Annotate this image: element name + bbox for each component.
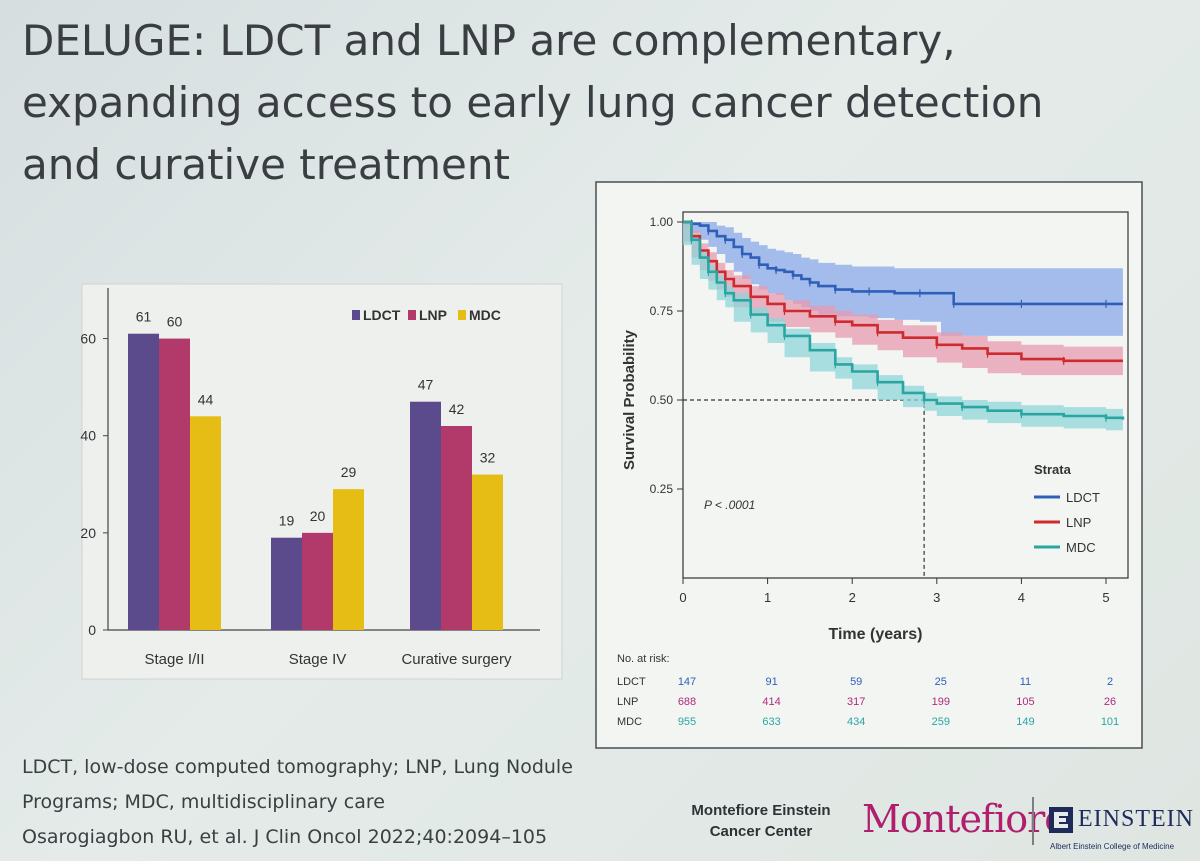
risk-value: 101: [1101, 716, 1119, 728]
km-chart-panel: 0 1 2 3 4 5 0.25 0.50 0.75 1.00 Time (years) Surviv…: [595, 181, 1143, 749]
bar-value-label: 42: [449, 401, 465, 417]
risk-value: 199: [932, 696, 950, 708]
km-p-value: P < .0001: [704, 498, 755, 512]
risk-value: 688: [678, 696, 696, 708]
bar-value-label: 44: [198, 391, 214, 407]
bar-lnp: [441, 426, 472, 630]
legend-label-ldct: LDCT: [363, 307, 401, 323]
bar-y-tick-label: 20: [80, 525, 96, 541]
cancer-center-line: Cancer Center: [709, 823, 813, 840]
km-legend-label-ldct: LDCT: [1066, 490, 1100, 505]
bar-mdc: [190, 416, 221, 630]
bar-chart-panel: 0 20 40 60 61 60 44 Stage I/II 19 20 29 Stage IV 47 4…: [80, 283, 563, 680]
km-y-tick-label: 0.50: [650, 393, 674, 407]
risk-value: 26: [1104, 696, 1116, 708]
legend-swatch-mdc: [458, 310, 466, 320]
km-legend-label-lnp: LNP: [1066, 515, 1091, 530]
einstein-logo-subtitle: Albert Einstein College of Medicine: [1050, 842, 1175, 851]
risk-row-label-lnp: LNP: [617, 696, 638, 708]
bar-value-label: 20: [310, 508, 326, 524]
risk-row-label-ldct: LDCT: [617, 676, 646, 688]
cancer-center-line: Montefiore Einstein: [691, 802, 831, 819]
legend-label-mdc: MDC: [469, 307, 501, 323]
bar-value-label: 29: [341, 464, 357, 480]
bar-chart-marks: [128, 333, 503, 630]
risk-value: 434: [847, 716, 865, 728]
risk-value: 11: [1020, 676, 1031, 688]
slide-title: DELUGE: LDCT and LNP are complementary, …: [22, 16, 1044, 189]
risk-value: 414: [762, 696, 780, 708]
km-plot-frame: [682, 211, 1129, 579]
bar-value-label: 60: [167, 314, 183, 330]
km-legend-label-mdc: MDC: [1066, 540, 1096, 555]
km-x-tick-label: 0: [679, 590, 686, 605]
legend-swatch-lnp: [408, 310, 416, 320]
bar-value-label: 61: [136, 309, 152, 325]
risk-row-label-mdc: MDC: [617, 716, 642, 728]
bar-category-label: Stage I/II: [144, 651, 204, 668]
km-x-axis-label: Time (years): [829, 626, 923, 643]
risk-value: 147: [678, 676, 696, 688]
bar-chart-labels: 0 20 40 60 61 60 44 Stage I/II 19 20 29 Stage IV 47 4…: [80, 309, 512, 668]
legend-swatch-ldct: [352, 310, 360, 320]
bar-chart-legend: LDCT LNP MDC: [352, 307, 501, 323]
logo-divider: [1032, 797, 1034, 845]
km-legend-title: Strata: [1034, 462, 1072, 477]
cancer-center-name: Montefiore Einstein Cancer Center: [672, 800, 850, 842]
risk-value: 317: [847, 696, 865, 708]
einstein-logo-icon: [1049, 807, 1073, 833]
bar-y-tick-label: 0: [88, 622, 96, 638]
km-y-tick-label: 0.75: [650, 304, 674, 318]
footnote-line: LDCT, low-dose computed tomography; LNP,…: [22, 756, 573, 778]
bar-ldct: [128, 333, 159, 630]
km-x-tick-label: 1: [764, 590, 771, 605]
risk-value: 2: [1107, 676, 1113, 688]
risk-table-header: No. at risk:: [617, 653, 670, 665]
risk-value: 91: [765, 676, 777, 688]
bar-mdc: [333, 489, 364, 630]
km-legend: Strata LDCT LNP MDC: [1034, 462, 1100, 555]
bar-lnp: [159, 338, 190, 630]
km-y-tick-label: 0.25: [650, 482, 674, 496]
risk-value: 59: [850, 676, 862, 688]
risk-value: 633: [762, 716, 780, 728]
montefiore-logo: Montefiore: [862, 797, 1067, 841]
footnote-line: Programs; MDC, multidisciplinary care: [22, 791, 385, 813]
km-x-tick-label: 2: [849, 590, 856, 605]
einstein-logo: EINSTEIN: [1078, 806, 1194, 832]
legend-label-lnp: LNP: [419, 307, 447, 323]
bar-mdc: [472, 474, 503, 630]
km-y-tick-label: 1.00: [650, 215, 674, 229]
bar-value-label: 47: [418, 377, 434, 393]
bar-y-tick-label: 60: [80, 331, 96, 347]
km-risk-table: No. at risk: LDCT 147 91 59 25 11 2 LNP 688 414 317…: [617, 653, 1119, 728]
footnote: LDCT, low-dose computed tomography; LNP,…: [22, 750, 582, 855]
bar-value-label: 32: [480, 450, 496, 466]
bar-category-label: Stage IV: [289, 651, 347, 668]
bar-value-label: 19: [279, 513, 295, 529]
risk-value: 149: [1016, 716, 1034, 728]
bar-y-tick-label: 40: [80, 428, 96, 444]
km-x-tick-label: 3: [933, 590, 940, 605]
bar-ldct: [410, 401, 441, 630]
km-x-tick-label: 4: [1018, 590, 1025, 605]
risk-value: 25: [935, 676, 947, 688]
km-x-tick-label: 5: [1102, 590, 1109, 605]
risk-value: 105: [1016, 696, 1034, 708]
bar-lnp: [302, 532, 333, 630]
bar-category-label: Curative surgery: [401, 651, 512, 668]
risk-value: 259: [932, 716, 950, 728]
km-survival-lines: [683, 219, 1125, 422]
km-band-ldct: [683, 222, 1123, 336]
km-y-axis-label: Survival Probability: [621, 329, 638, 470]
risk-value: 955: [678, 716, 696, 728]
footnote-line: Osarogiagbon RU, et al. J Clin Oncol 202…: [22, 826, 548, 848]
km-labels: 0 1 2 3 4 5 0.25 0.50 0.75 1.00 Time (years) Surviv…: [621, 215, 1110, 643]
bar-ldct: [271, 537, 302, 630]
